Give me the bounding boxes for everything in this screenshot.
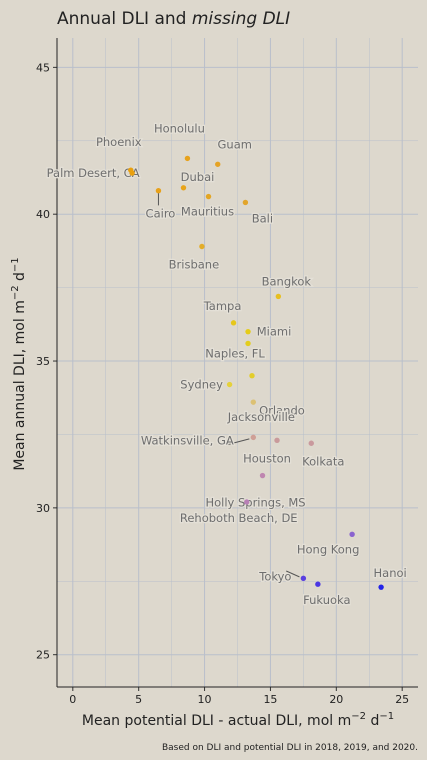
point-label-palm-desert-ca: Palm Desert, CA bbox=[47, 166, 140, 180]
point-label-jacksonville: Jacksonville bbox=[227, 410, 295, 424]
point-label-guam: Guam bbox=[218, 137, 252, 151]
data-point-holly-springs-ms bbox=[259, 472, 266, 479]
chart-title-prefix: Annual DLI and bbox=[57, 9, 192, 29]
point-label-sydney: Sydney bbox=[180, 378, 223, 392]
point-label-orlando: Orlando bbox=[259, 404, 305, 418]
x-tick-label: 0 bbox=[69, 693, 76, 706]
y-axis-title-end: d bbox=[12, 272, 28, 285]
data-point-rehoboth-beach-de bbox=[244, 499, 250, 505]
data-point-watkinsville-ga bbox=[250, 434, 257, 441]
data-point-naples-fl bbox=[245, 340, 251, 347]
chart-title-italic: missing DLI bbox=[192, 9, 290, 29]
data-point-dubai bbox=[180, 185, 187, 191]
point-label-bali: Bali bbox=[252, 211, 273, 225]
leader-line-tokyo bbox=[286, 570, 300, 578]
data-point-guam bbox=[215, 161, 221, 167]
data-point-mauritius bbox=[205, 193, 212, 200]
data-point-orlando bbox=[249, 373, 255, 379]
point-label-holly-springs-ms: Holly Springs, MS bbox=[205, 496, 305, 510]
data-point-honolulu bbox=[184, 155, 191, 162]
data-point-tampa bbox=[230, 320, 237, 326]
y-axis-title: Mean annual DLI, mol m−2 d−1 bbox=[10, 257, 28, 470]
data-point-bali bbox=[242, 199, 249, 206]
point-label-miami: Miami bbox=[257, 325, 292, 339]
data-point-miami bbox=[245, 328, 251, 335]
data-point-bangkok bbox=[275, 293, 282, 300]
point-label-dubai: Dubai bbox=[181, 170, 215, 184]
point-label-tokyo: Tokyo bbox=[258, 569, 291, 583]
y-axis-title-sup2: −1 bbox=[10, 257, 21, 272]
x-tick-label: 10 bbox=[198, 693, 212, 706]
y-tick-label: 25 bbox=[36, 649, 50, 662]
x-axis-title-sup2: −1 bbox=[379, 711, 394, 722]
x-axis-title-end: d bbox=[366, 713, 379, 729]
data-point-fukuoka bbox=[315, 581, 321, 587]
point-label-kolkata: Kolkata bbox=[302, 454, 344, 468]
y-tick-label: 45 bbox=[36, 61, 50, 74]
point-label-brisbane: Brisbane bbox=[169, 258, 220, 272]
point-label-hong-kong: Hong Kong bbox=[297, 542, 360, 556]
x-tick-label: 15 bbox=[263, 693, 277, 706]
point-label-houston: Houston bbox=[243, 451, 291, 465]
y-tick-label: 40 bbox=[36, 208, 50, 221]
data-point-cairo bbox=[155, 188, 162, 194]
data-point-sydney bbox=[226, 381, 233, 388]
point-label-fukuoka: Fukuoka bbox=[303, 593, 350, 607]
grid-layer bbox=[57, 38, 418, 687]
point-label-naples-fl: Naples, FL bbox=[205, 346, 265, 360]
x-tick-label: 5 bbox=[135, 693, 142, 706]
point-label-rehoboth-beach-de: Rehoboth Beach, DE bbox=[180, 511, 298, 525]
data-point-hong-kong bbox=[349, 531, 355, 537]
point-label-cairo: Cairo bbox=[146, 207, 176, 221]
data-point-palm-desert-ca bbox=[129, 170, 135, 176]
label-layer: Phoenix Palm Desert, CA Cairo Honolulu Dubai… bbox=[45, 120, 408, 608]
point-label-honolulu: Honolulu bbox=[154, 121, 205, 135]
chart-caption: Based on DLI and potential DLI in 2018, … bbox=[162, 743, 418, 753]
data-point-hanoi bbox=[378, 584, 384, 590]
leader-line-watkinsville-ga bbox=[226, 438, 250, 446]
y-tick-label: 35 bbox=[36, 355, 50, 368]
point-layer bbox=[128, 155, 384, 590]
point-label-bangkok: Bangkok bbox=[262, 274, 312, 288]
data-point-jacksonville bbox=[250, 399, 257, 405]
y-tick-label: 30 bbox=[36, 502, 50, 515]
x-axis-title: Mean potential DLI - actual DLI, mol m−2… bbox=[82, 711, 394, 729]
x-axis-title-main: Mean potential DLI - actual DLI, mol m bbox=[82, 713, 351, 729]
chart-title: Annual DLI and missing DLI bbox=[57, 9, 290, 29]
data-point-kolkata bbox=[308, 440, 314, 446]
y-axis-title-sup: −2 bbox=[10, 285, 21, 300]
x-axis-title-sup: −2 bbox=[351, 711, 366, 722]
data-point-brisbane bbox=[199, 243, 205, 250]
data-point-houston bbox=[274, 437, 280, 444]
point-label-watkinsville-ga: Watkinsville, GA bbox=[141, 433, 234, 447]
x-tick-label: 20 bbox=[329, 693, 343, 706]
point-label-tampa: Tampa bbox=[203, 299, 242, 313]
point-label-hanoi: Hanoi bbox=[374, 566, 407, 580]
x-tick-label: 25 bbox=[395, 693, 409, 706]
axis-layer: 0 5 10 15 20 25 25 30 35 40 45 bbox=[36, 38, 418, 706]
data-point-tokyo bbox=[300, 575, 307, 582]
point-label-phoenix: Phoenix bbox=[96, 135, 142, 149]
y-axis-title-main: Mean annual DLI, mol m bbox=[12, 300, 28, 471]
point-label-mauritius: Mauritius bbox=[181, 205, 234, 219]
